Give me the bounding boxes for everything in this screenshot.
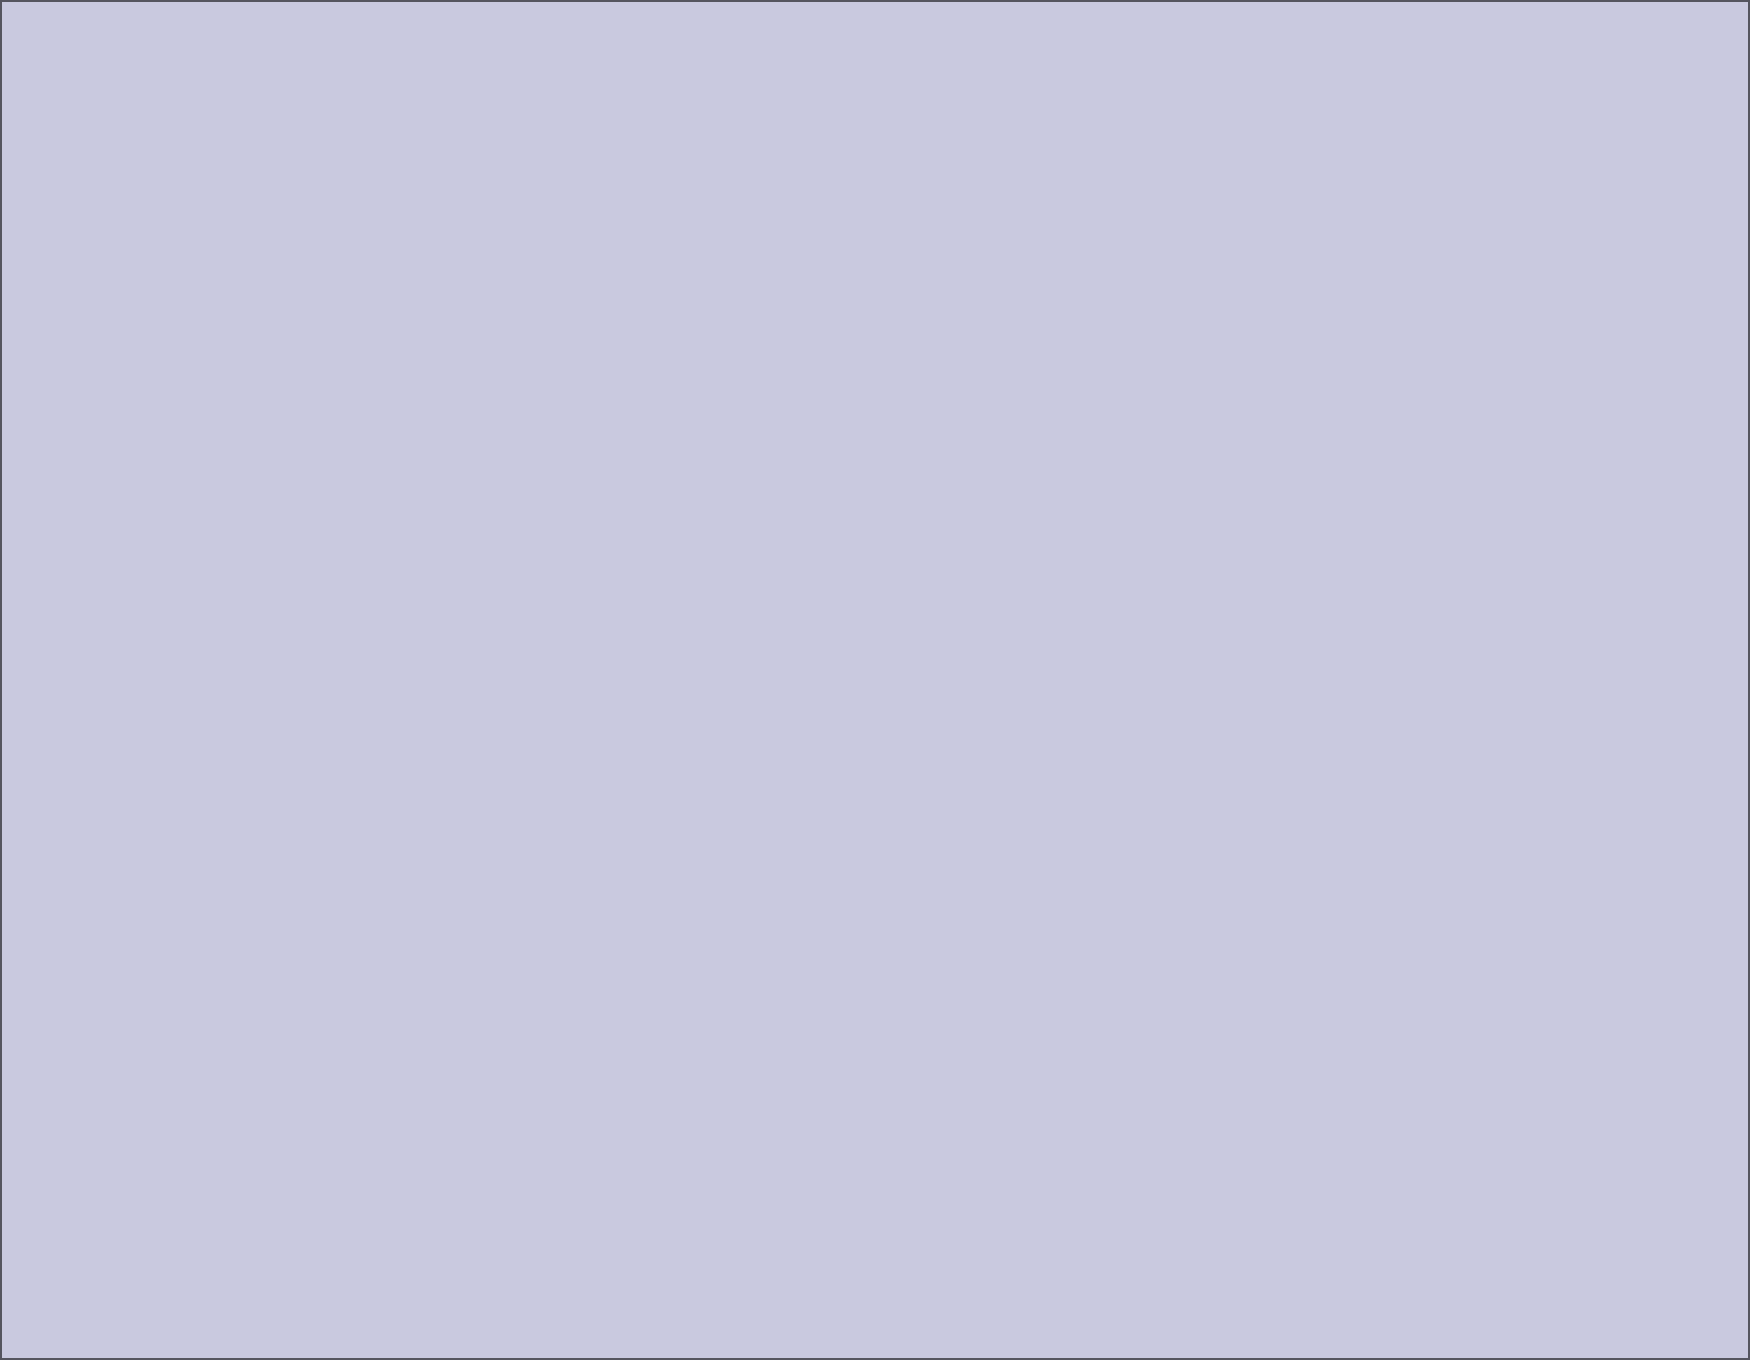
network-canvas [2, 2, 1750, 1360]
enrichment-map-figure [0, 0, 1750, 1360]
